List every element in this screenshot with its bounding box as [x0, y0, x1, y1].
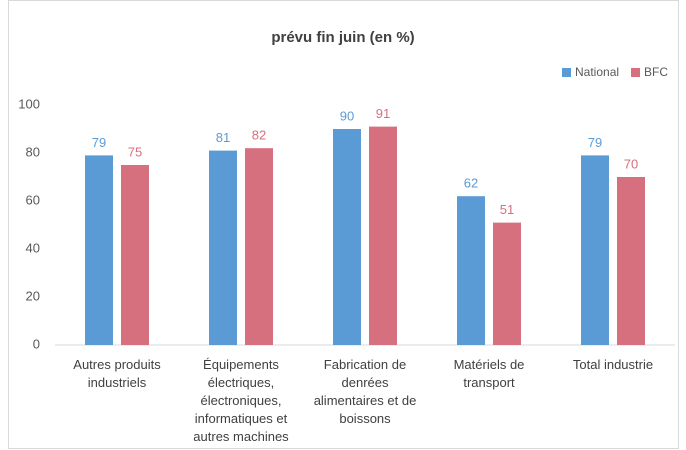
y-tick-label: 20	[26, 288, 40, 303]
x-tick-label: Matériels de transport	[453, 357, 525, 390]
data-label: 90	[340, 108, 354, 123]
data-label: 51	[500, 202, 514, 217]
data-label: 75	[128, 144, 142, 159]
legend-swatch	[631, 68, 641, 77]
bar	[245, 148, 273, 345]
data-label: 79	[92, 135, 106, 150]
x-tick-label: Fabrication de denrées alimentaires et d…	[313, 357, 417, 426]
bar	[369, 126, 397, 345]
x-tick-label: Autres produits industriels	[73, 357, 161, 390]
y-tick-label: 80	[26, 144, 40, 159]
bar	[85, 155, 113, 345]
bar	[493, 222, 521, 345]
y-tick-label: 40	[26, 240, 40, 255]
x-tick-label: Total industrie	[572, 357, 654, 372]
y-tick-label: 100	[18, 96, 40, 111]
bar	[333, 129, 361, 345]
legend-label: National	[575, 65, 619, 79]
bar	[209, 150, 237, 345]
x-tick-label: Équipements électriques, électroniques, …	[193, 357, 289, 444]
bar	[457, 196, 485, 345]
legend-swatch	[562, 68, 571, 77]
data-label: 62	[464, 176, 478, 191]
bar	[617, 177, 645, 345]
data-label: 70	[624, 156, 638, 171]
data-label: 91	[376, 106, 390, 121]
legend-label: BFC	[644, 65, 668, 79]
data-label: 82	[252, 128, 266, 143]
data-label: 79	[588, 135, 602, 150]
bar	[121, 165, 149, 345]
y-tick-label: 60	[26, 192, 40, 207]
y-tick-label: 0	[33, 336, 40, 351]
data-label: 81	[216, 130, 230, 145]
chart-title: prévu fin juin (en %)	[271, 29, 414, 46]
bar	[581, 155, 609, 345]
